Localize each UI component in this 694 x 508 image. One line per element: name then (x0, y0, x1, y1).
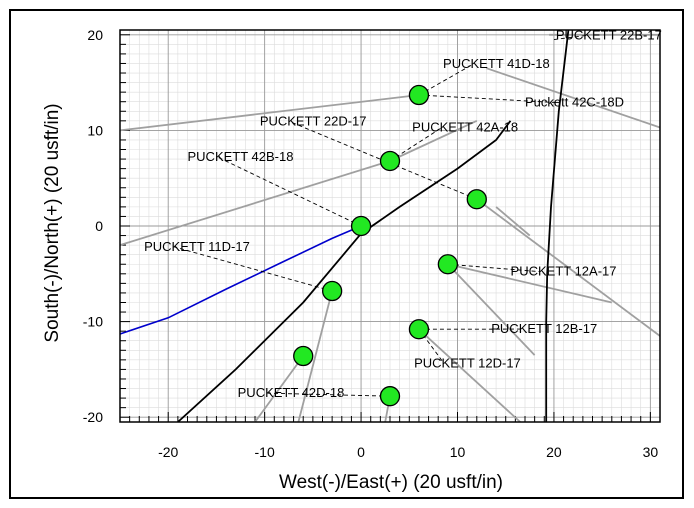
x-tick-labels: -20 -10 0 10 20 30 (158, 444, 658, 460)
y-tick-labels: -20 -10 0 10 20 (83, 27, 103, 425)
well-markers (293, 84, 487, 407)
well-marker (293, 345, 314, 367)
y-tick-label: 20 (87, 27, 103, 43)
offset-wellpath (254, 355, 304, 423)
x-tick-label: -10 (255, 444, 275, 460)
y-tick-label: -20 (83, 409, 103, 425)
well-marker (408, 84, 430, 106)
well-label: PUCKETT 41D-18 (443, 56, 550, 71)
y-tick-label: 10 (87, 122, 103, 138)
well-label: PUCKETT 22D-17 (260, 114, 367, 129)
offset-wellpath (447, 263, 613, 304)
offset-wellpath (447, 263, 536, 356)
x-tick-label: -20 (158, 444, 178, 460)
minor-ticks (119, 34, 661, 422)
plot-frame (119, 29, 661, 423)
well-label: PUCKETT 12D-17 (414, 356, 521, 371)
offset-wellpath (297, 290, 333, 423)
well-label: PUCKETT 42A-18 (412, 119, 518, 134)
x-tick-label: 0 (357, 444, 365, 460)
well-label: Puckett 42C-18D (525, 94, 624, 109)
offset-wellpath (119, 94, 420, 132)
well-marker (350, 215, 372, 237)
well-marker (379, 150, 401, 172)
section-line (545, 29, 570, 422)
well-marker (321, 280, 343, 302)
offset-wellpath (418, 328, 521, 423)
y-tick-label: 0 (95, 218, 103, 234)
leader-line (217, 156, 362, 227)
page-border (9, 9, 684, 499)
offset-wellpath (476, 198, 661, 337)
well-labels: PUCKETT 22B-17 PUCKETT 41D-18 Puckett 42C-… (144, 28, 662, 401)
well-label: PUCKETT 42D-18 (238, 385, 345, 400)
leader-line (173, 246, 333, 292)
section-lines (177, 29, 570, 423)
well-label: PUCKETT 22B-17 (556, 28, 662, 43)
x-axis-title: West(-)/East(+) (20 usft/in) (279, 472, 503, 493)
well-label: PUCKETT 42B-18 (188, 149, 294, 164)
leader-line (267, 392, 391, 397)
well-marker (466, 189, 487, 210)
x-tick-label: 10 (450, 444, 466, 460)
well-label: PUCKETT 12B-17 (491, 321, 597, 336)
leader-line (389, 126, 443, 162)
y-axis-title: South(-)/North(+) (20 usft/in) (42, 103, 63, 342)
x-tick-label: 30 (643, 444, 659, 460)
y-tick-label: -10 (83, 314, 103, 330)
well-marker (379, 386, 401, 407)
well-marker (408, 319, 430, 340)
plot-area: PUCKETT 22B-17 PUCKETT 41D-18 Puckett 42C-… (119, 28, 662, 423)
leader-line (418, 94, 556, 103)
offset-wellpath (495, 206, 531, 237)
offset-wellpath (486, 67, 661, 129)
section-line (177, 120, 512, 423)
x-tick-label: 20 (546, 444, 562, 460)
offset-wellpath (389, 119, 478, 162)
leader-line (447, 263, 541, 273)
well-label: PUCKETT 11D-17 (144, 239, 250, 254)
leader-line (553, 35, 586, 41)
well-label: PUCKETT 12A-17 (511, 264, 617, 279)
offset-wellpath (119, 160, 391, 246)
leader-line (418, 63, 474, 96)
subject-wellpath-line (119, 225, 362, 335)
subject-wellpath (119, 225, 362, 335)
well-marker (437, 254, 459, 275)
